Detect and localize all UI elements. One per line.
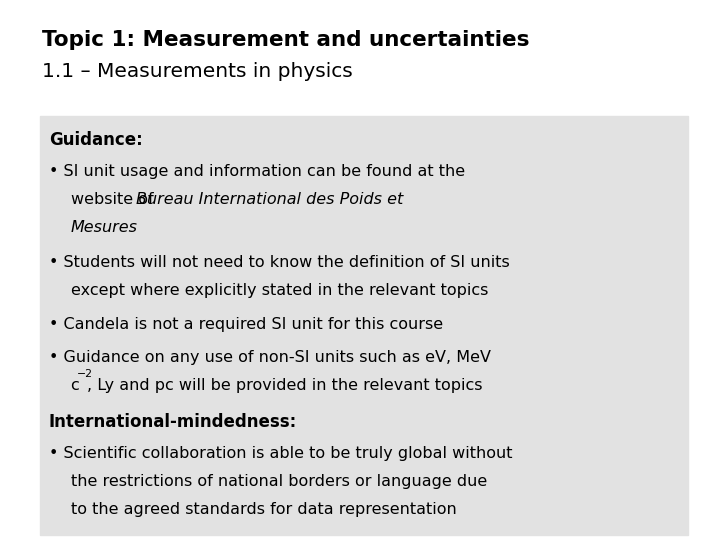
Text: • SI unit usage and information can be found at the: • SI unit usage and information can be f… xyxy=(49,164,465,179)
Text: c: c xyxy=(71,378,79,393)
Text: • Guidance on any use of non-SI units such as eV, MeV: • Guidance on any use of non-SI units su… xyxy=(49,350,491,365)
Text: to the agreed standards for data representation: to the agreed standards for data represe… xyxy=(71,502,456,517)
Text: Mesures: Mesures xyxy=(71,220,138,235)
Text: Topic 1: Measurement and uncertainties: Topic 1: Measurement and uncertainties xyxy=(42,30,529,50)
FancyBboxPatch shape xyxy=(40,116,688,535)
Text: • Students will not need to know the definition of SI units: • Students will not need to know the def… xyxy=(49,255,510,269)
Text: • Scientific collaboration is able to be truly global without: • Scientific collaboration is able to be… xyxy=(49,446,513,461)
Text: International-mindedness:: International-mindedness: xyxy=(49,413,297,431)
Text: Bureau International des Poids et: Bureau International des Poids et xyxy=(135,192,402,207)
Text: Guidance:: Guidance: xyxy=(49,131,143,149)
Text: −2: −2 xyxy=(76,369,92,379)
Text: the restrictions of national borders or language due: the restrictions of national borders or … xyxy=(71,474,487,489)
Text: , Ly and pc will be provided in the relevant topics: , Ly and pc will be provided in the rele… xyxy=(86,378,482,393)
Text: except where explicitly stated in the relevant topics: except where explicitly stated in the re… xyxy=(71,283,488,298)
Text: website of: website of xyxy=(71,192,158,207)
Text: • Candela is not a required SI unit for this course: • Candela is not a required SI unit for … xyxy=(49,317,443,332)
Text: 1.1 – Measurements in physics: 1.1 – Measurements in physics xyxy=(42,62,353,81)
